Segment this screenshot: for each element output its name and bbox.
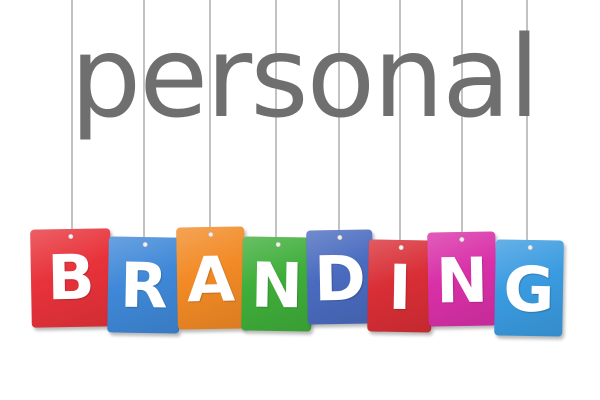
tag-b: B: [30, 228, 112, 328]
tag-hole: [458, 236, 464, 243]
tag-n2: N: [427, 231, 497, 327]
tag-hole: [275, 241, 281, 248]
tag-letter: A: [186, 242, 236, 317]
tag-i: I: [367, 239, 433, 333]
tag-hole: [207, 231, 213, 238]
tag-letter: B: [46, 240, 96, 315]
tag-hole: [527, 244, 533, 251]
tag-r: R: [107, 236, 181, 334]
tag-hole: [67, 233, 73, 240]
tag-hole: [398, 244, 404, 251]
tag-letter: N: [250, 248, 304, 323]
tag-g: G: [494, 239, 564, 337]
tag-letter: R: [119, 248, 169, 323]
tag-hole: [336, 234, 342, 241]
tag-letter: D: [313, 241, 367, 316]
tag-a: A: [176, 226, 246, 330]
tag-n1: N: [241, 236, 313, 332]
headline-personal: personal: [70, 13, 540, 143]
tag-hole: [142, 241, 148, 248]
tag-d: D: [306, 229, 374, 325]
tag-letter: N: [435, 243, 489, 318]
tag-letter: I: [387, 250, 413, 325]
tag-letter: G: [502, 252, 556, 327]
